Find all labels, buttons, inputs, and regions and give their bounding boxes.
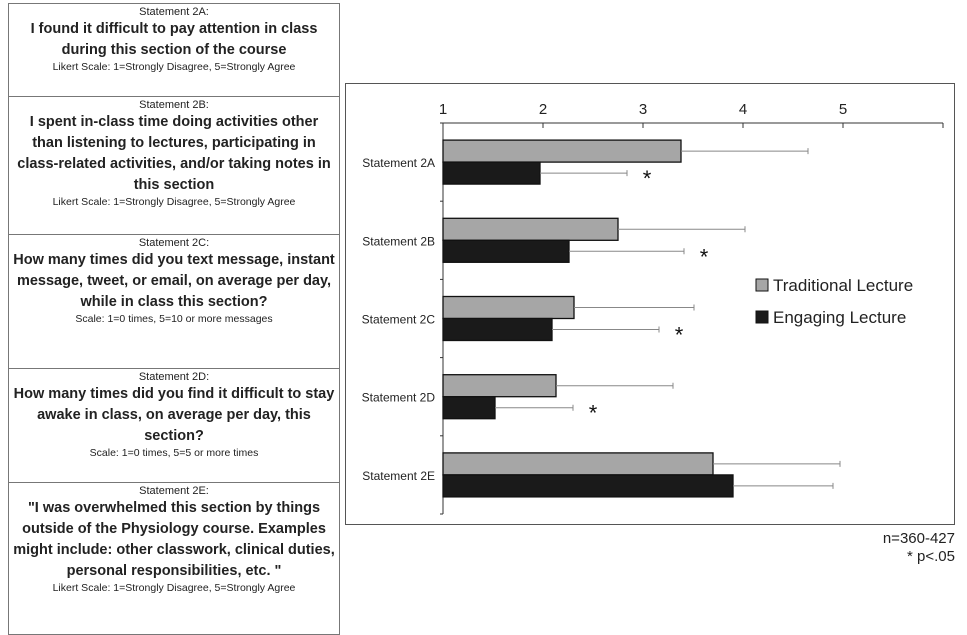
x-tick-label: 4 bbox=[739, 101, 747, 118]
statement-box-2a: Statement 2A: I found it difficult to pa… bbox=[8, 3, 340, 97]
statement-heading: Statement 2D: bbox=[138, 371, 210, 383]
significance-note: * p<.05 bbox=[907, 548, 955, 565]
traditional-bar bbox=[442, 452, 714, 476]
x-tick-label: 1 bbox=[439, 101, 447, 118]
legend-swatch bbox=[755, 310, 769, 324]
traditional-bar bbox=[442, 295, 575, 320]
statement-box-2e: Statement 2E: "I was overwhelmed this se… bbox=[8, 483, 340, 635]
statement-question: How many times did you text message, ins… bbox=[13, 252, 335, 310]
statement-heading: Statement 2A: bbox=[139, 6, 209, 18]
legend-label: Traditional Lecture bbox=[773, 276, 913, 295]
legend-label: Engaging Lecture bbox=[773, 308, 906, 327]
statement-scale: Scale: 1=0 times, 5=5 or more times bbox=[89, 447, 259, 459]
engaging-bar bbox=[442, 161, 541, 185]
significance-marker: * bbox=[700, 244, 709, 269]
traditional-bar bbox=[442, 139, 682, 163]
significance-marker: * bbox=[643, 166, 652, 191]
x-tick-label: 3 bbox=[639, 101, 647, 118]
traditional-bar bbox=[442, 217, 619, 241]
category-label: Statement 2C bbox=[362, 313, 436, 327]
statement-heading: Statement 2E: bbox=[139, 485, 209, 497]
statement-box-2d: Statement 2D: How many times did you fin… bbox=[8, 369, 340, 483]
category-label: Statement 2B bbox=[362, 234, 435, 248]
statement-panel: Statement 2A: I found it difficult to pa… bbox=[8, 3, 340, 635]
engaging-bar bbox=[442, 474, 734, 498]
chart-frame: 1 2 3 4 5 Statement 2A * Statement 2B * Statement… bbox=[345, 83, 955, 525]
x-tick-label: 2 bbox=[539, 101, 547, 118]
statement-scale: Scale: 1=0 times, 5=10 or more messages bbox=[75, 313, 273, 325]
statement-scale: Likert Scale: 1=Strongly Disagree, 5=Str… bbox=[52, 196, 296, 208]
statement-box-2b: Statement 2B: I spent in-class time doin… bbox=[8, 97, 340, 235]
sample-size-note: n=360-427 bbox=[882, 530, 955, 547]
engaging-bar bbox=[442, 396, 496, 420]
significance-marker: * bbox=[675, 323, 684, 348]
legend-swatch bbox=[755, 278, 769, 292]
chart-notes: n=360-427 * p<.05 bbox=[883, 530, 955, 566]
category-label: Statement 2A bbox=[362, 156, 435, 170]
statement-scale: Likert Scale: 1=Strongly Disagree, 5=Str… bbox=[52, 61, 296, 73]
category-label: Statement 2E bbox=[362, 469, 435, 483]
statement-box-2c: Statement 2C: How many times did you tex… bbox=[8, 235, 340, 369]
traditional-bar bbox=[442, 374, 557, 398]
statement-heading: Statement 2C: bbox=[138, 237, 210, 249]
bar-chart: 1 2 3 4 5 Statement 2A * Statement 2B * Statement… bbox=[362, 101, 944, 515]
statement-scale: Likert Scale: 1=Strongly Disagree, 5=Str… bbox=[52, 582, 296, 594]
statement-question: I found it difficult to pay attention in… bbox=[30, 21, 318, 58]
category-label: Statement 2D bbox=[362, 391, 436, 405]
x-tick-label: 5 bbox=[839, 101, 847, 118]
engaging-bar bbox=[442, 317, 553, 342]
engaging-bar bbox=[442, 239, 570, 263]
statement-question: How many times did you find it difficult… bbox=[13, 386, 335, 444]
statement-question: I spent in-class time doing activities o… bbox=[17, 114, 331, 193]
statement-question: "I was overwhelmed this section by thing… bbox=[13, 500, 335, 579]
statement-heading: Statement 2B: bbox=[139, 99, 209, 111]
significance-marker: * bbox=[589, 401, 598, 426]
